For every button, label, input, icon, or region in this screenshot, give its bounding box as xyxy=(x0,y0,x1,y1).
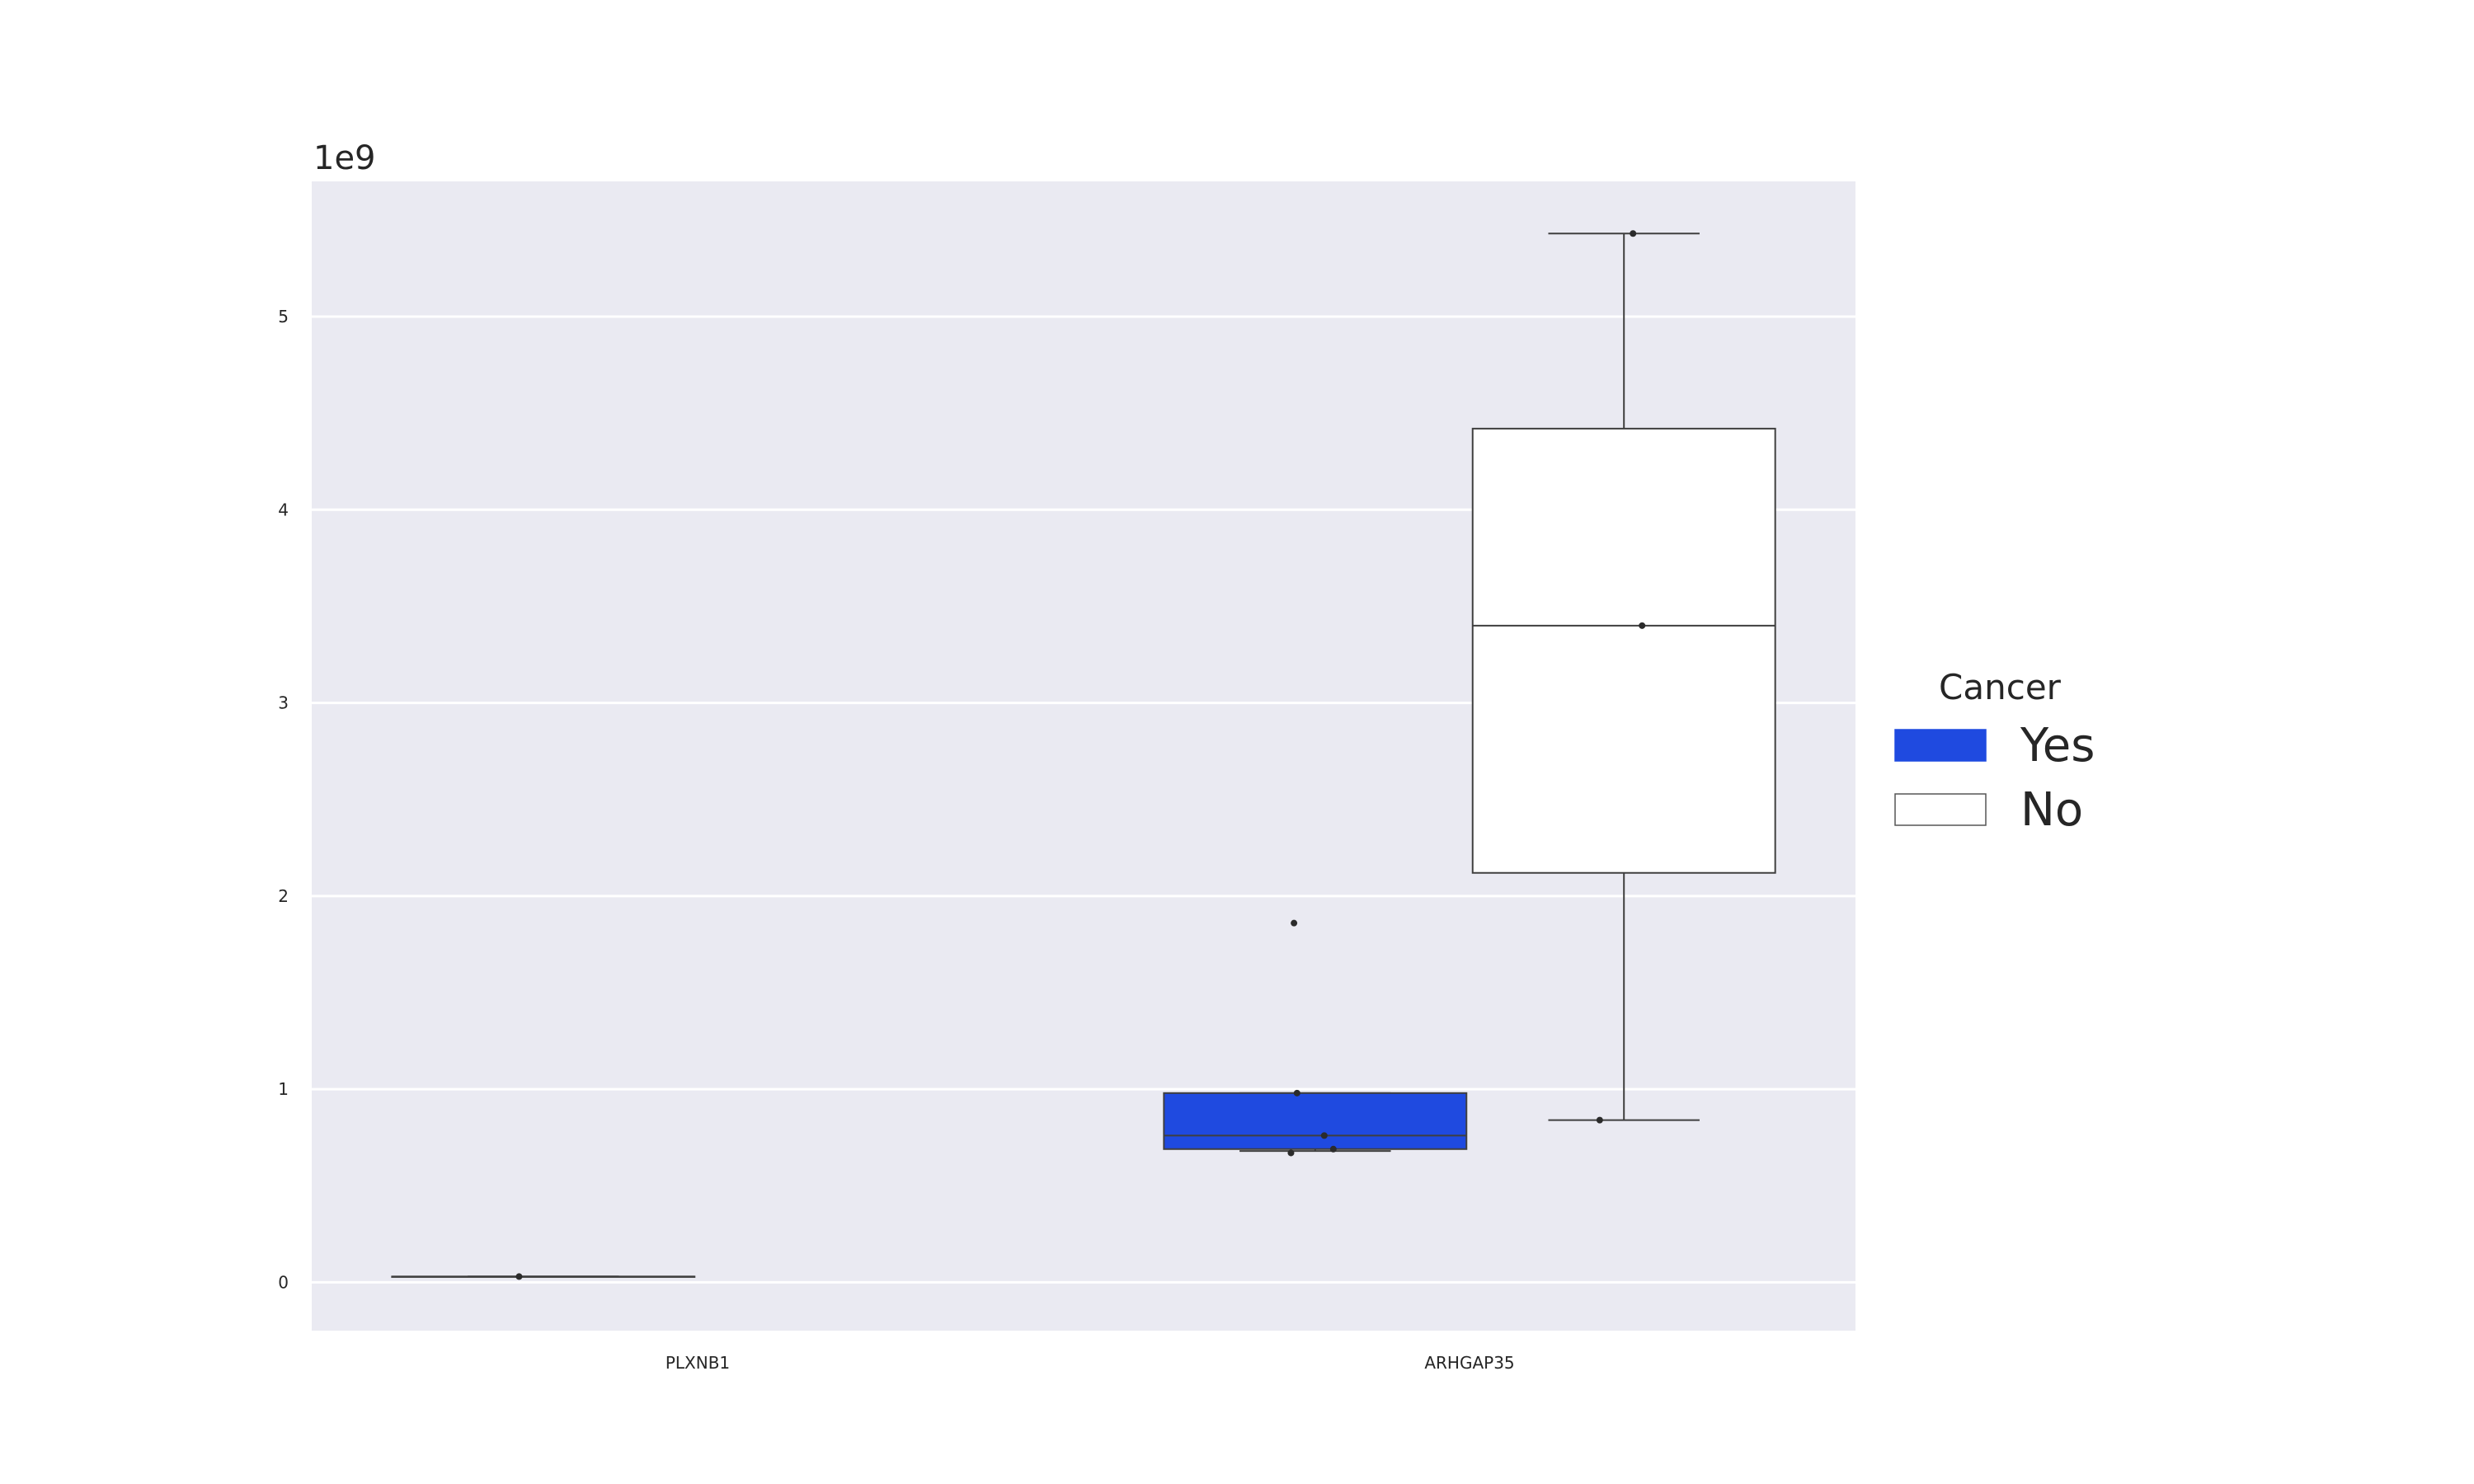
x-tick-label: ARHGAP35 xyxy=(1424,1353,1514,1373)
box-yes-plxnb1 xyxy=(391,1273,696,1280)
legend-title: Cancer xyxy=(1939,667,2062,707)
y-tick-labels: 0 1 2 3 4 5 xyxy=(278,307,289,1292)
y-tick-label: 0 xyxy=(278,1272,289,1292)
data-point xyxy=(1320,1132,1328,1139)
box-iqr xyxy=(1471,427,1776,874)
y-tick-label: 1 xyxy=(278,1079,289,1099)
boxes xyxy=(391,230,1776,1280)
box-iqr xyxy=(1163,1092,1468,1150)
data-point xyxy=(1287,1149,1295,1157)
data-point xyxy=(515,1273,523,1280)
data-point xyxy=(1639,622,1646,629)
legend-swatch-no xyxy=(1894,793,1987,826)
legend-swatch-yes xyxy=(1894,729,1987,762)
data-point xyxy=(1329,1145,1337,1153)
legend-label-yes: Yes xyxy=(2020,719,2095,773)
legend-label-no: No xyxy=(2020,783,2083,837)
y-tick-label: 5 xyxy=(278,307,289,326)
x-tick-label: PLXNB1 xyxy=(666,1353,730,1373)
data-point xyxy=(1291,919,1298,927)
legend: Cancer Yes No xyxy=(1894,667,2095,837)
y-tick-label: 2 xyxy=(278,886,289,906)
y-scale-label: 1e9 xyxy=(313,139,376,177)
gridlines xyxy=(312,315,1856,1284)
data-point xyxy=(1293,1089,1300,1097)
y-tick-label: 4 xyxy=(278,500,289,519)
data-point xyxy=(1630,230,1637,237)
x-tick-labels: PLXNB1 ARHGAP35 xyxy=(666,1353,1515,1373)
y-tick-label: 3 xyxy=(278,693,289,713)
box-yes-arhgap35 xyxy=(1163,919,1468,1157)
box-no-arhgap35 xyxy=(1471,230,1776,1124)
data-point xyxy=(1596,1116,1603,1124)
